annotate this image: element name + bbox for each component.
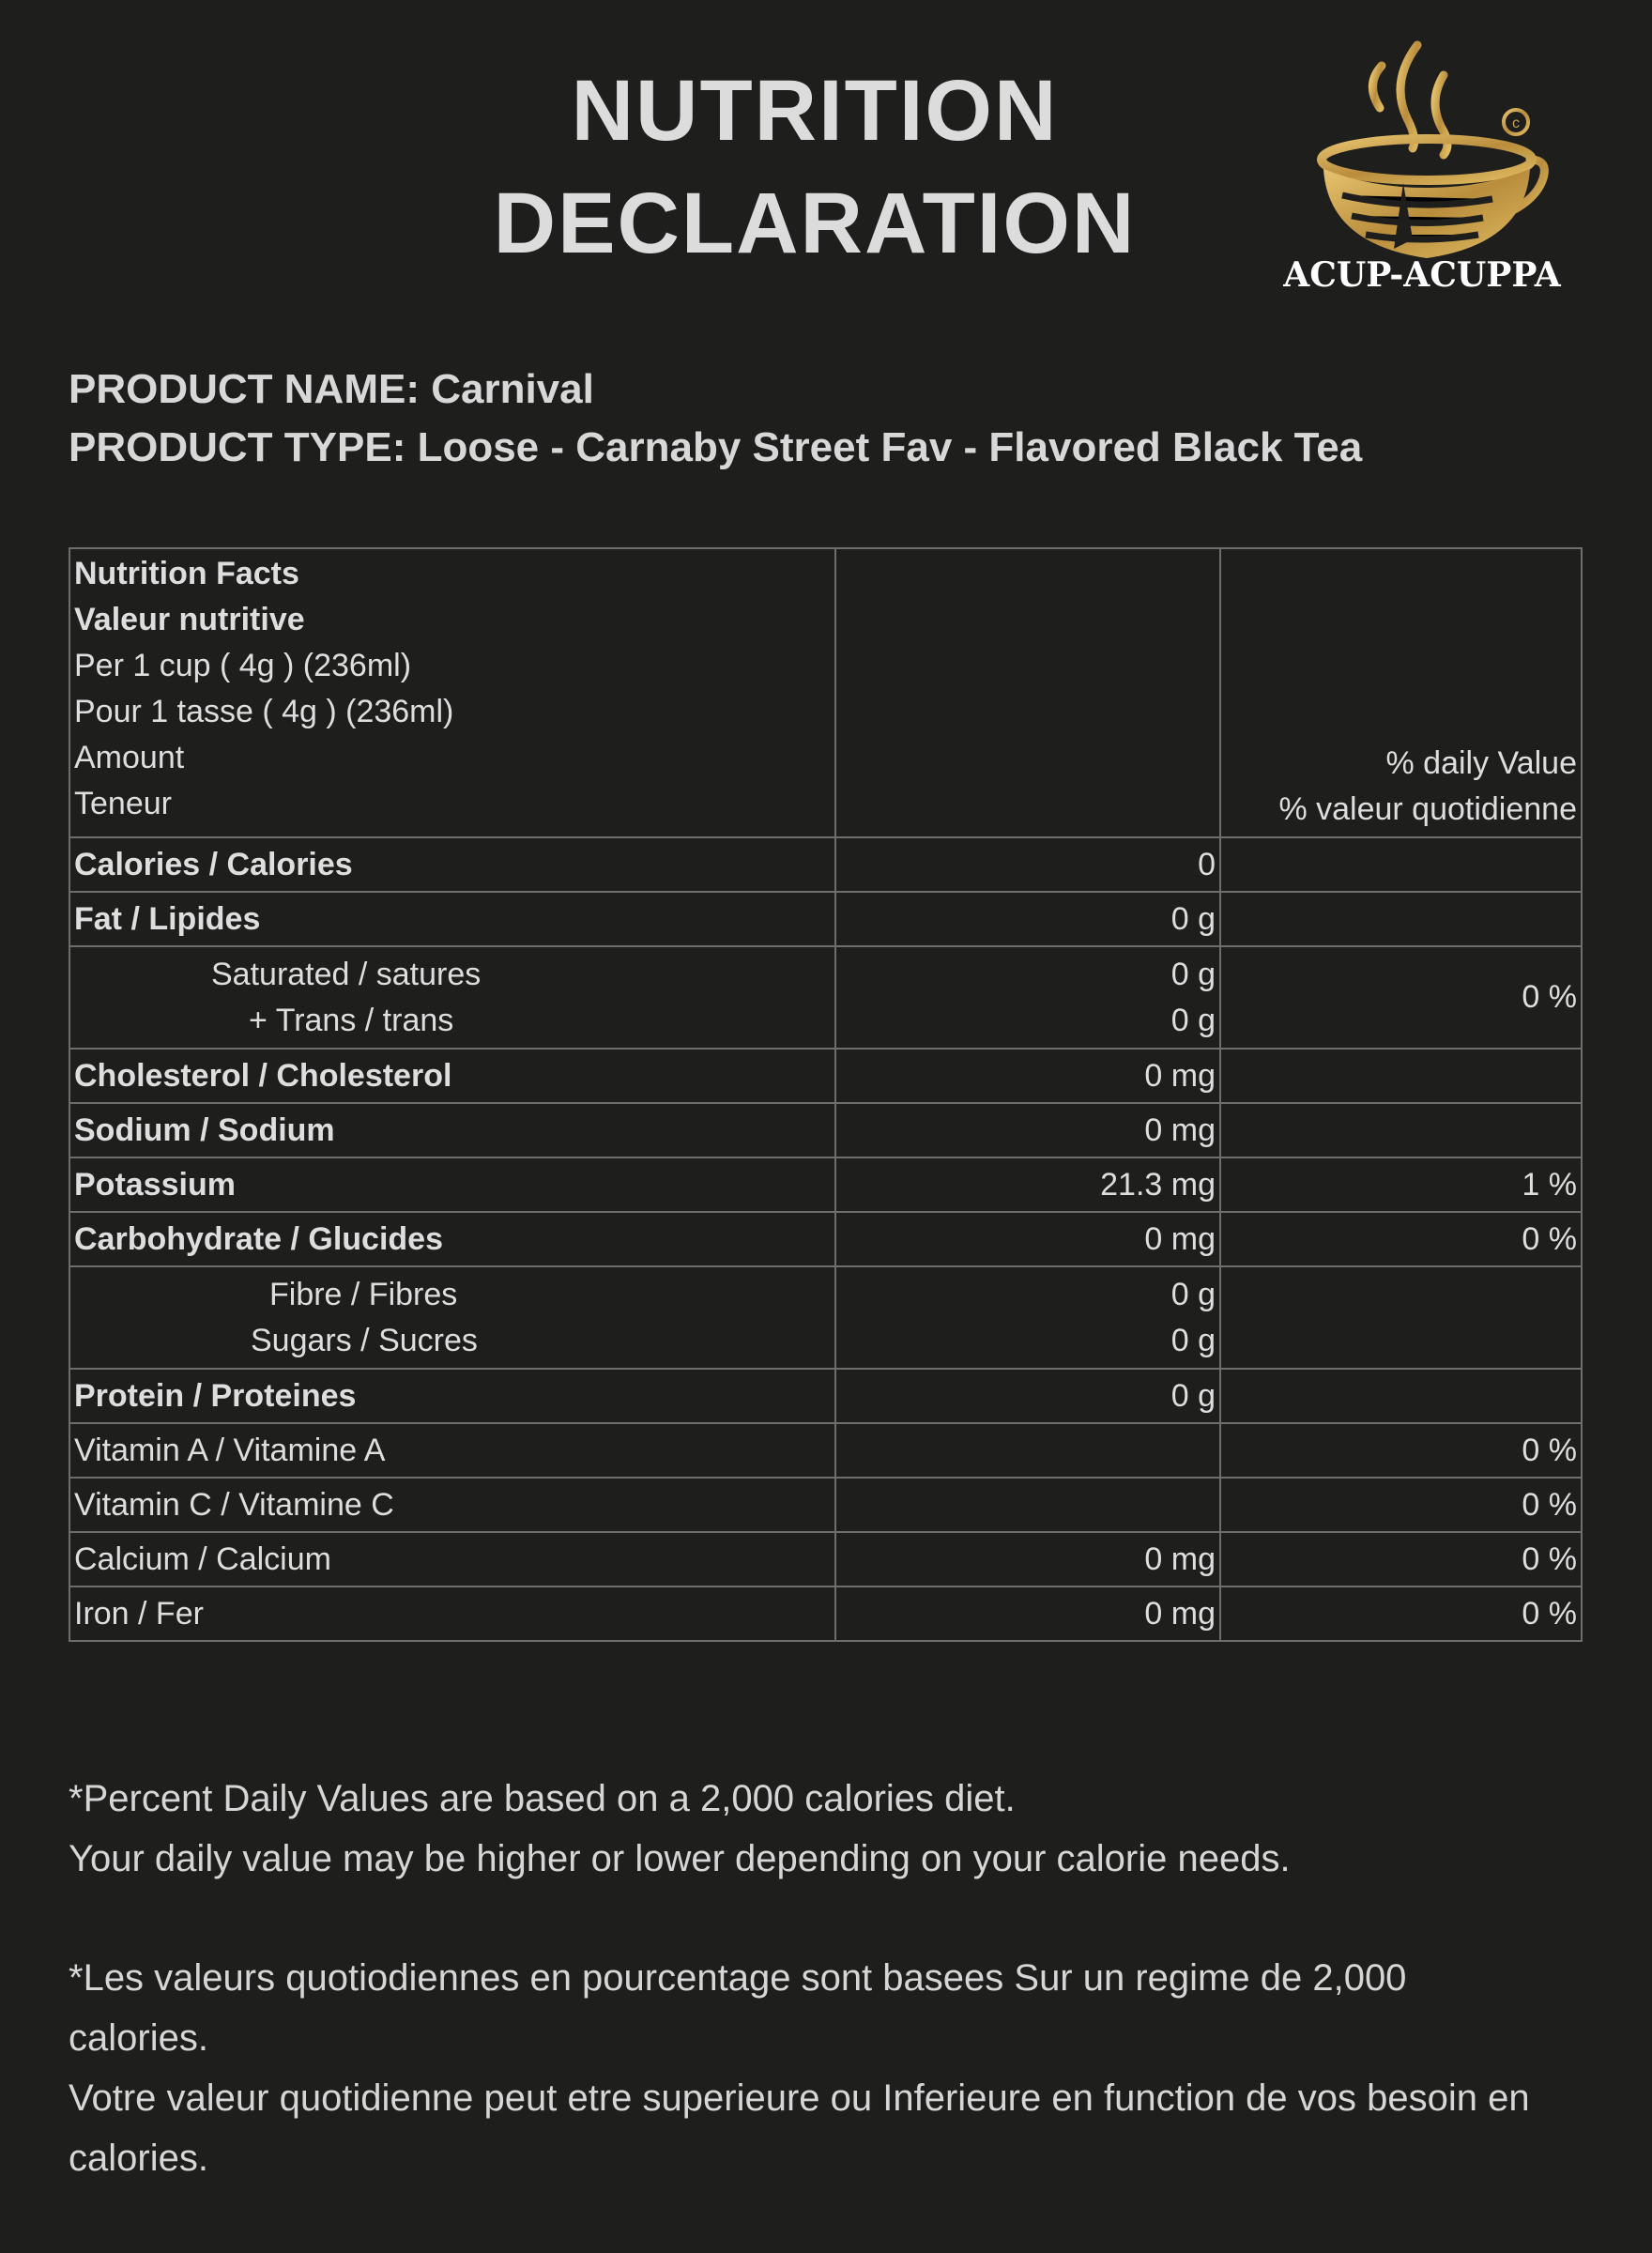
serving-size-fr: Pour 1 tasse ( 4g ) (236ml) (74, 694, 454, 729)
footnote-fr: *Les valeurs quotiodiennes en pourcentag… (69, 1948, 1533, 2188)
daily-value (1219, 891, 1583, 947)
table-row: Calories / Calories 0 (69, 836, 1583, 893)
table-row: Protein / Proteines 0 g (69, 1368, 1583, 1424)
nutrient-label-cell: Fibre / Fibres Sugars / Sucres (69, 1265, 836, 1370)
daily-value (1219, 1048, 1583, 1104)
table-row: Vitamin A / Vitamine A 0 % (69, 1422, 1583, 1479)
table-row: Potassium 21.3 mg 1 % (69, 1157, 1583, 1213)
amount-value: 0 (834, 836, 1221, 893)
amount-value: 0 g (834, 891, 1221, 947)
nutrient-label-secondary: Sugars / Sucres (251, 1322, 478, 1358)
nutrient-label: Sodium / Sodium (69, 1102, 836, 1158)
nutrition-facts-table: Nutrition Facts Valeur nutritive Per 1 c… (69, 547, 1583, 1642)
daily-value: 1 % (1219, 1157, 1583, 1213)
daily-value (1219, 1265, 1583, 1370)
footnote-en-line2: Your daily value may be higher or lower … (69, 1838, 1291, 1879)
amount-value: 0 mg (834, 1102, 1221, 1158)
table-row: Sodium / Sodium 0 mg (69, 1102, 1583, 1158)
amount-value-secondary: 0 g (1170, 1322, 1216, 1358)
nutrient-label-cell: Saturated / satures + Trans / trans (69, 945, 836, 1050)
amount-label: Amount (74, 740, 185, 775)
daily-value (1219, 1102, 1583, 1158)
nutrient-label: Fat / Lipides (69, 891, 836, 947)
daily-value: 0 % (1219, 1211, 1583, 1267)
amount-value: 0 g (1170, 1276, 1216, 1312)
nutrient-label: Carbohydrate / Glucides (69, 1211, 836, 1267)
nutrient-label: Vitamin C / Vitamine C (69, 1477, 836, 1533)
nutrient-label: Calcium / Calcium (69, 1531, 836, 1587)
daily-value-label: % daily Value (1385, 745, 1578, 781)
header-cell-empty (834, 547, 1221, 838)
product-name: PRODUCT NAME: Carnival (69, 366, 594, 412)
header-cell-dv: % daily Value % valeur quotidienne (1219, 547, 1583, 838)
nutrient-label: Vitamin A / Vitamine A (69, 1422, 836, 1479)
nutrient-label: Iron / Fer (69, 1586, 836, 1642)
footnote-fr-line1: *Les valeurs quotiodiennes en pourcentag… (69, 1957, 1407, 2059)
amount-value: 0 g (834, 1368, 1221, 1424)
amount-value: 0 g (1170, 956, 1216, 992)
table-row: Cholesterol / Cholesterol 0 mg (69, 1048, 1583, 1104)
daily-value: 0 % (1219, 1531, 1583, 1587)
nutrient-label: Potassium (69, 1157, 836, 1213)
daily-value (1219, 1368, 1583, 1424)
footnote-en-line1: *Percent Daily Values are based on a 2,0… (69, 1778, 1016, 1819)
daily-value: 0 % (1219, 1422, 1583, 1479)
daily-value: 0 % (1219, 945, 1583, 1050)
daily-value: 0 % (1219, 1586, 1583, 1642)
amount-value: 21.3 mg (834, 1157, 1221, 1213)
daily-value: 0 % (1219, 1477, 1583, 1533)
amount-value (834, 1422, 1221, 1479)
serving-size-en: Per 1 cup ( 4g ) (236ml) (74, 648, 412, 683)
table-header-row: Nutrition Facts Valeur nutritive Per 1 c… (69, 547, 1583, 838)
valeur-quotidienne-label: % valeur quotidienne (1278, 791, 1577, 827)
nutrient-label: Calories / Calories (69, 836, 836, 893)
amount-value (834, 1477, 1221, 1533)
table-row: Fat / Lipides 0 g (69, 891, 1583, 947)
teneur-label: Teneur (74, 786, 172, 821)
nutrient-label: Protein / Proteines (69, 1368, 836, 1424)
amount-value: 0 mg (834, 1531, 1221, 1587)
brand-logo-cup-icon: c ACUP-ACUPPA (1282, 40, 1562, 291)
table-row: Carbohydrate / Glucides 0 mg 0 % (69, 1211, 1583, 1267)
footnote-fr-line2: Votre valeur quotidienne peut etre super… (69, 2077, 1530, 2179)
logo-text: ACUP-ACUPPA (1282, 255, 1562, 291)
amount-value: 0 mg (834, 1586, 1221, 1642)
table-row: Vitamin C / Vitamine C 0 % (69, 1477, 1583, 1533)
svg-text:c: c (1512, 115, 1520, 131)
nutrition-facts-heading: Nutrition Facts (74, 556, 299, 591)
valeur-nutritive-heading: Valeur nutritive (74, 602, 305, 637)
footnote-en: *Percent Daily Values are based on a 2,0… (69, 1769, 1589, 1889)
product-type: PRODUCT TYPE: Loose - Carnaby Street Fav… (69, 424, 1363, 470)
page-title-line1: NUTRITION (571, 63, 1059, 159)
page-title-line2: DECLARATION (493, 176, 1137, 271)
daily-value (1219, 836, 1583, 893)
table-row: Iron / Fer 0 mg 0 % (69, 1586, 1583, 1642)
header-cell-labels: Nutrition Facts Valeur nutritive Per 1 c… (69, 547, 836, 838)
nutrient-label: Fibre / Fibres (269, 1276, 458, 1312)
amount-value: 0 mg (834, 1211, 1221, 1267)
amount-value: 0 mg (834, 1048, 1221, 1104)
table-row: Calcium / Calcium 0 mg 0 % (69, 1531, 1583, 1587)
nutrient-label-secondary: + Trans / trans (249, 1002, 454, 1038)
nutrient-label: Cholesterol / Cholesterol (69, 1048, 836, 1104)
amount-value-secondary: 0 g (1170, 1002, 1216, 1038)
nutrient-label: Saturated / satures (211, 956, 482, 992)
